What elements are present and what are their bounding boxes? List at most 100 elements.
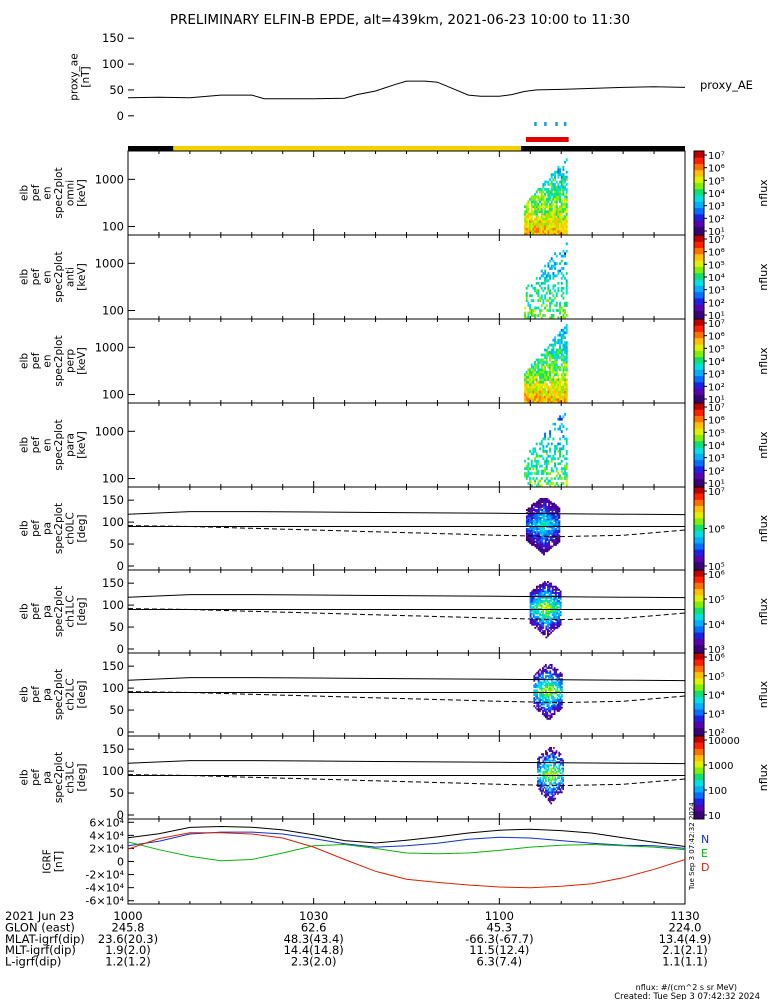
spectrogram-cell (544, 393, 547, 396)
spectrogram-cell (542, 457, 545, 461)
pa-cell (529, 521, 532, 524)
colorbar-segment (694, 493, 704, 496)
pa-cell (542, 528, 545, 530)
pa-cell (553, 609, 556, 612)
spectrogram-cell (555, 207, 558, 211)
pa-cell (541, 753, 543, 756)
loss-cone-lower (127, 608, 686, 621)
spectrogram-cell (524, 474, 527, 478)
spectrogram-cell (550, 230, 553, 233)
pa-cell (547, 623, 549, 626)
colorbar-tick-label: 10 (708, 811, 721, 822)
colorbar-segment (694, 451, 704, 454)
spectrogram-cell (545, 363, 548, 367)
spectrogram-cell (562, 353, 565, 357)
pa-cell (551, 620, 554, 623)
spectrogram-cell (565, 370, 568, 374)
spectrogram-cell (560, 215, 563, 219)
pa-cell (545, 770, 547, 773)
pa-cell (546, 515, 549, 518)
spectrogram-cell (564, 200, 567, 204)
spectrogram-cell (562, 217, 565, 221)
colorbar-segment (694, 617, 704, 621)
spectrogram-cell (562, 328, 565, 332)
spectrogram-cell (564, 368, 567, 372)
pa-cell (556, 515, 559, 518)
pa-cell (544, 509, 547, 511)
spectrogram-cell (552, 230, 555, 233)
pa-cell (554, 623, 557, 626)
pa-cell (537, 545, 540, 548)
spectrogram-cell (557, 395, 560, 399)
pa-cell (531, 607, 534, 610)
pa-cell (546, 702, 549, 704)
pa-cell (550, 607, 553, 610)
colorbar-segment (694, 663, 704, 666)
spectrogram-cell (540, 368, 543, 372)
pa-cell (529, 615, 532, 618)
spectrogram-cell (544, 220, 547, 223)
spectrogram-cell (524, 306, 527, 310)
spectrogram-cell (544, 232, 547, 236)
pa-cell (554, 778, 557, 781)
spectrogram-cell (564, 358, 567, 362)
pa-cell (551, 523, 554, 526)
spectrogram-cell (549, 222, 552, 226)
pa-cell (554, 775, 557, 778)
spectrogram-cell (530, 390, 533, 394)
pa-cell (534, 689, 537, 692)
pa-cell (542, 765, 545, 768)
spectrogram-cell (525, 464, 528, 468)
pa-cell (556, 684, 559, 687)
pa-cell (553, 759, 555, 762)
spectrogram-cell (525, 227, 528, 231)
pa-cell (554, 751, 557, 754)
colorbar-segment (694, 237, 704, 240)
spectrogram-cell (565, 363, 568, 367)
spectrogram-cell (550, 210, 553, 214)
spectrogram-cell (565, 368, 568, 372)
spectrogram-cell (545, 205, 548, 209)
colorbar-segment (694, 669, 704, 673)
spectrogram-cell (555, 301, 558, 305)
pa-cell (542, 548, 545, 551)
pa-cell (547, 678, 550, 681)
spectrogram-cell (539, 296, 542, 300)
spectrogram-cell (542, 383, 545, 387)
spectrogram-cell (564, 207, 567, 211)
spectrogram-cell (529, 390, 532, 394)
spectrogram-cell (552, 361, 555, 364)
pa-cell (539, 604, 542, 607)
pa-cell (543, 584, 546, 587)
pa-cell (555, 682, 557, 685)
pa-cell (540, 588, 543, 591)
pa-cell (537, 603, 540, 606)
pa-cell (527, 520, 530, 523)
pa-cell (547, 630, 549, 632)
spectrogram-cell (557, 170, 560, 174)
colorbar-tick-label: 10³ (708, 286, 725, 297)
pa-cell (546, 509, 549, 511)
pa-cell (544, 521, 547, 524)
pa-cell (527, 540, 530, 543)
pa-cell (534, 521, 537, 524)
pa-cell (537, 612, 540, 615)
pa-cell (537, 706, 540, 709)
pa-cell (539, 547, 542, 549)
spectrogram-cell (539, 395, 542, 399)
spectrogram-cell (565, 437, 568, 441)
pa-cell (556, 523, 559, 526)
pa-y-tick-label: 150 (102, 576, 124, 590)
pa-cell (558, 515, 561, 518)
spectrogram-cell (557, 225, 560, 228)
pa-ylabel-line: spec2plot (53, 503, 65, 554)
spectrogram-cell (555, 361, 558, 364)
pa-cell (558, 709, 560, 712)
pa-cell (548, 619, 551, 621)
colorbar-tick-label: 10⁵ (708, 176, 725, 187)
pa-cell (555, 770, 558, 773)
colorbar-segment (694, 438, 704, 442)
pa-cell (549, 671, 552, 674)
pa-cell (542, 553, 545, 556)
spectrogram-cell (554, 393, 557, 396)
